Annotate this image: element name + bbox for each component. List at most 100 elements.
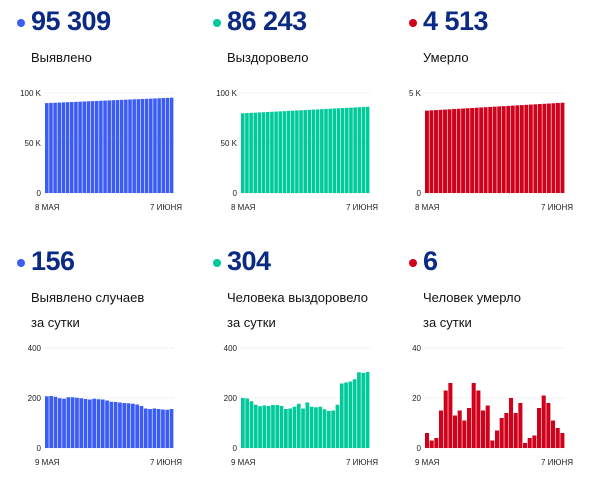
y-tick-label: 0 [417, 189, 422, 198]
bar [113, 402, 118, 448]
bar [295, 110, 299, 193]
bar [365, 372, 370, 448]
bar [149, 98, 153, 193]
bar [523, 443, 528, 448]
bar [92, 398, 96, 448]
bar [109, 401, 114, 448]
bar [165, 97, 170, 193]
bar [103, 100, 107, 193]
bar [474, 107, 479, 193]
bar [533, 104, 538, 193]
bar [83, 399, 88, 448]
bar [253, 404, 258, 448]
bar [481, 410, 486, 448]
bar [462, 420, 467, 448]
bar [99, 100, 103, 193]
bar [57, 102, 62, 193]
bar [62, 398, 66, 448]
bar [456, 108, 461, 193]
bar [270, 111, 274, 193]
bar [288, 408, 292, 448]
bullet-icon [17, 19, 25, 27]
bar [282, 111, 287, 193]
y-tick-label: 200 [28, 394, 42, 403]
y-tick-label: 200 [224, 394, 238, 403]
bar [249, 401, 254, 448]
bar [45, 396, 49, 448]
bar [527, 438, 532, 448]
bar [241, 113, 245, 193]
bar [245, 113, 249, 193]
bar [70, 397, 75, 448]
bar [314, 407, 318, 448]
recovered-daily-panel: 304 Человека выздоровело за сутки 0 200 400 9 … [200, 240, 395, 480]
y-tick-label: 5 K [409, 89, 422, 98]
bar [126, 403, 131, 448]
bar [299, 110, 303, 193]
bar [541, 395, 546, 448]
bar [551, 420, 556, 448]
bar [361, 373, 366, 448]
bar [157, 98, 161, 193]
bar [532, 435, 537, 448]
y-tick-label: 50 K [25, 139, 42, 148]
bar [453, 415, 458, 448]
metric-label: Выявлено случаев [31, 290, 145, 305]
bullet-icon [409, 259, 417, 267]
bar [241, 398, 245, 448]
bar [292, 406, 297, 448]
bar [344, 382, 348, 448]
bar [506, 105, 511, 193]
bar [161, 409, 165, 448]
bar [479, 107, 484, 193]
bar [82, 101, 87, 193]
bar [140, 98, 145, 193]
bar [465, 108, 470, 193]
x-end-label: 7 ИЮНЯ [541, 458, 573, 467]
bar [88, 399, 92, 448]
y-tick-label: 40 [412, 344, 421, 353]
bar [53, 396, 58, 448]
bar [448, 383, 453, 448]
bar [542, 103, 547, 193]
bar [65, 102, 70, 193]
bar [515, 105, 520, 193]
bar [45, 103, 49, 193]
deaths-daily-panel: 6 Человек умерло за сутки 0 20 40 9 МАЯ 7 ИЮНЯ [396, 240, 591, 480]
bar [560, 433, 565, 448]
x-start-label: 8 МАЯ [231, 203, 256, 212]
bar [257, 112, 262, 193]
bar [90, 101, 95, 193]
bar [75, 397, 79, 448]
bar [307, 109, 312, 193]
y-tick-label: 0 [37, 189, 42, 198]
bar [253, 112, 258, 193]
bar [537, 408, 542, 448]
bar [452, 109, 457, 193]
bar [443, 390, 448, 448]
bar [290, 110, 295, 193]
bar [352, 379, 357, 448]
bullet-icon [17, 259, 25, 267]
bar [483, 107, 488, 193]
metric-value: 95 309 [31, 6, 111, 36]
bar [361, 106, 366, 193]
bar [315, 109, 320, 193]
bar [262, 405, 267, 448]
x-start-label: 8 МАЯ [415, 203, 440, 212]
y-tick-label: 0 [417, 444, 422, 453]
bar [66, 397, 71, 448]
bar [107, 100, 111, 193]
metric-value: 86 243 [227, 6, 307, 36]
bar [510, 105, 515, 193]
bar-chart: 0 50 K 100 K 8 МАЯ 7 ИЮНЯ [216, 89, 378, 212]
bar-chart: 0 200 400 9 МАЯ 7 ИЮНЯ [224, 344, 379, 467]
bullet-icon [409, 19, 417, 27]
metric-value: 4 513 [423, 6, 489, 36]
bar [169, 97, 174, 193]
metric-label-period: за сутки [227, 315, 276, 330]
x-start-label: 9 МАЯ [231, 458, 256, 467]
bar [131, 403, 135, 448]
bar [57, 398, 62, 448]
bar [497, 106, 502, 193]
